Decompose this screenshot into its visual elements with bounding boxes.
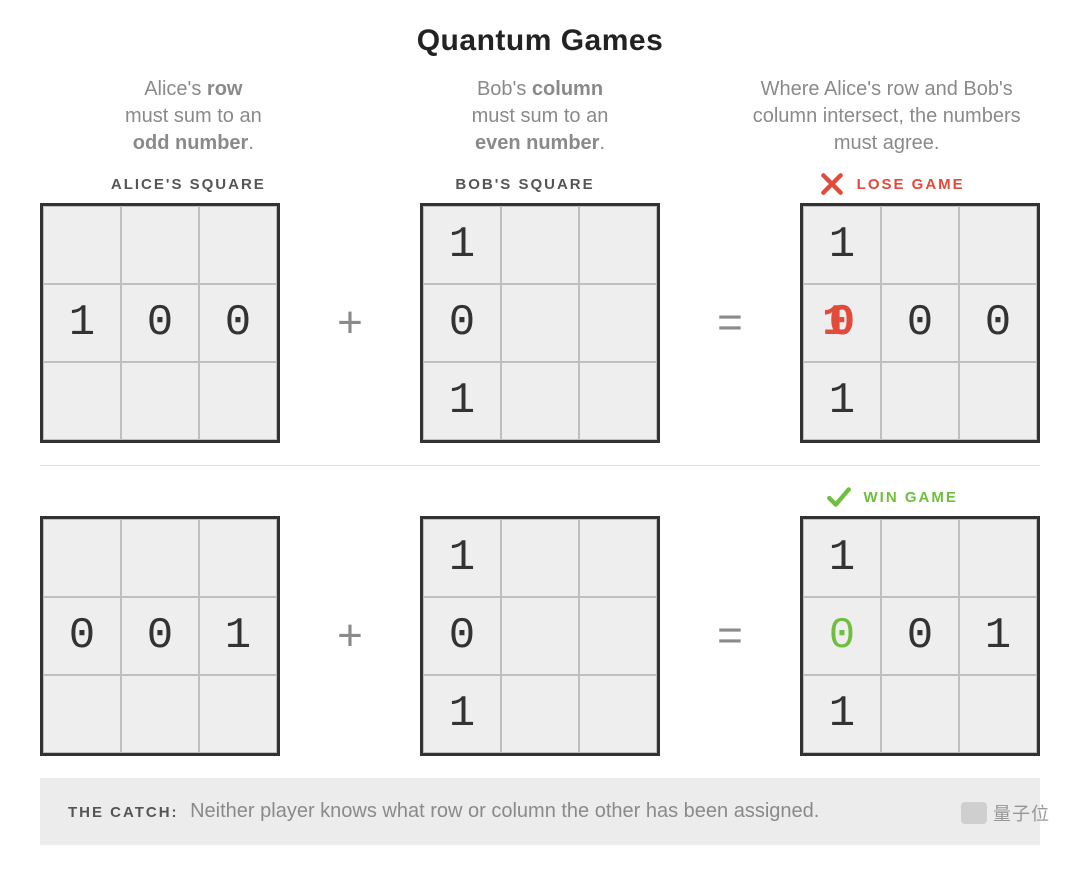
grid-cell [579, 206, 657, 284]
grid-cell [199, 206, 277, 284]
grid-cell [501, 519, 579, 597]
grid-cell [121, 519, 199, 597]
grid-cell [881, 206, 959, 284]
bold: even number [475, 132, 599, 154]
grid-cell [959, 362, 1037, 440]
bob-grid-win: 101 [420, 516, 660, 756]
grid-cell: 1 [423, 675, 501, 753]
equals-operator: = [685, 611, 775, 661]
grid-cell: 1 [43, 284, 121, 362]
grid-cell: 0 [121, 597, 199, 675]
win-status: WIN GAME [713, 484, 1040, 510]
grid-cell [579, 284, 657, 362]
lose-status: LOSE GAME [713, 171, 1040, 197]
cross-icon [819, 171, 845, 197]
grid-cell: 0 [881, 597, 959, 675]
grid-cell [959, 675, 1037, 753]
plus-operator: + [305, 611, 395, 661]
win-game-row: 001 + 101 = 10011 [40, 516, 1040, 756]
grid-cell: 0 [121, 284, 199, 362]
lose-label: LOSE GAME [857, 176, 965, 193]
plus-operator: + [305, 298, 395, 348]
grid-cell: 0 [423, 284, 501, 362]
grid-cell [199, 675, 277, 753]
grid-cell [43, 519, 121, 597]
grid-cell [501, 362, 579, 440]
grid-cell: 1 [959, 597, 1037, 675]
grid-cell: 1 [803, 519, 881, 597]
grid-cell: 1 [199, 597, 277, 675]
descriptions-row: Alice's row must sum to an odd number. B… [40, 76, 1040, 157]
alice-grid-lose: 100 [40, 203, 280, 443]
bob-square-label: BOB'S SQUARE [377, 176, 674, 193]
alice-grid-win: 001 [40, 516, 280, 756]
bold: odd number [133, 132, 249, 154]
bold: column [532, 78, 603, 100]
grid-cell: 1 [803, 675, 881, 753]
grid-cell [43, 362, 121, 440]
result-grid-win: 10011 [800, 516, 1040, 756]
text: . [599, 132, 605, 154]
grid-cell: 1 [423, 206, 501, 284]
equals-operator: = [685, 298, 775, 348]
text: must sum to an [472, 105, 609, 127]
grid-cell [501, 597, 579, 675]
grid-cell [881, 362, 959, 440]
catch-bar: THE CATCH: Neither player knows what row… [40, 778, 1040, 845]
grid-cell [881, 519, 959, 597]
grid-cell [579, 597, 657, 675]
grid-cell [43, 206, 121, 284]
grid-cell [579, 675, 657, 753]
grid-cell: 1 [423, 362, 501, 440]
win-label: WIN GAME [864, 489, 958, 506]
grid-cell [121, 206, 199, 284]
labels-row-top: ALICE'S SQUARE BOB'S SQUARE LOSE GAME [40, 171, 1040, 197]
watermark-text: 量子位 [993, 800, 1050, 826]
grid-cell [501, 284, 579, 362]
grid-cell: 0 [881, 284, 959, 362]
grid-cell: 0 [803, 597, 881, 675]
bob-grid-lose: 101 [420, 203, 660, 443]
check-icon [826, 484, 852, 510]
grid-cell [199, 519, 277, 597]
alice-square-label: ALICE'S SQUARE [40, 176, 337, 193]
grid-cell [579, 519, 657, 597]
grid-cell [881, 675, 959, 753]
grid-cell [43, 675, 121, 753]
grid-cell: 1 [423, 519, 501, 597]
text: Bob's [477, 78, 532, 100]
divider [40, 465, 1040, 466]
grid-cell [959, 206, 1037, 284]
bold: row [207, 78, 243, 100]
lose-game-row: 100 + 101 = 101001 [40, 203, 1040, 443]
wechat-icon [961, 802, 987, 824]
alice-description: Alice's row must sum to an odd number. [40, 76, 347, 157]
bob-description: Bob's column must sum to an even number. [387, 76, 694, 157]
grid-cell [959, 519, 1037, 597]
grid-cell: 01 [803, 284, 881, 362]
grid-cell [501, 206, 579, 284]
grid-cell: 0 [199, 284, 277, 362]
page-title: Quantum Games [40, 24, 1040, 58]
grid-cell [121, 675, 199, 753]
grid-cell: 1 [803, 206, 881, 284]
grid-cell [501, 675, 579, 753]
labels-row-bottom: WIN GAME [40, 484, 1040, 510]
text: . [248, 132, 254, 154]
watermark: 量子位 [961, 800, 1050, 826]
grid-cell: 0 [423, 597, 501, 675]
grid-cell: 0 [43, 597, 121, 675]
catch-text: Neither player knows what row or column … [190, 800, 819, 822]
result-grid-lose: 101001 [800, 203, 1040, 443]
grid-cell [199, 362, 277, 440]
catch-label: THE CATCH: [68, 804, 179, 821]
text: Alice's [144, 78, 207, 100]
grid-cell: 0 [959, 284, 1037, 362]
grid-cell [121, 362, 199, 440]
text: must sum to an [125, 105, 262, 127]
grid-cell: 1 [803, 362, 881, 440]
result-description: Where Alice's row and Bob's column inter… [733, 76, 1040, 157]
grid-cell [579, 362, 657, 440]
